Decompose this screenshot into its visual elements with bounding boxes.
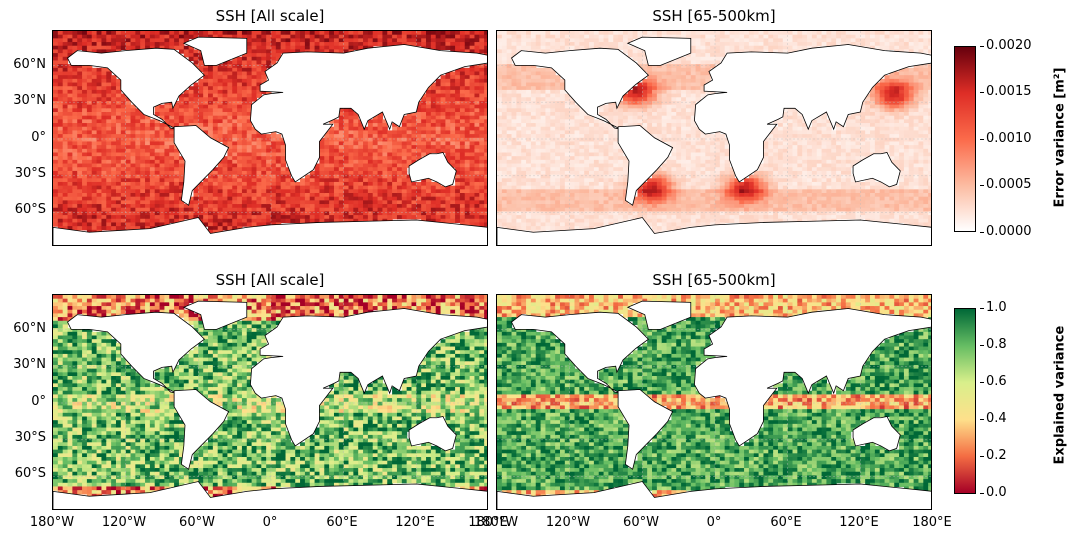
lat-tick-label: 30°S	[14, 166, 46, 181]
lon-tick-label: 120°W	[101, 515, 147, 530]
coastline	[497, 481, 931, 509]
lon-tick-label: 60°W	[179, 515, 215, 530]
coastline	[67, 311, 205, 394]
colorbar-tick-label: 0.0015	[980, 84, 1032, 99]
colorbar-tick-label: 0.0020	[980, 38, 1032, 53]
coastline	[182, 36, 248, 66]
lat-tick-label: 30°S	[14, 430, 46, 445]
colorbar-label-explained-variance: Explained variance	[1052, 325, 1068, 465]
colorbar-tick-label: 0.0010	[980, 131, 1032, 146]
panel-title-bottom-right: SSH [65-500km]	[652, 271, 776, 289]
lat-tick-label: 30°N	[13, 93, 46, 108]
coastline	[511, 47, 649, 130]
lon-tick-label: 0°	[706, 515, 722, 530]
colorbar-error-variance	[954, 46, 976, 232]
coastline	[626, 300, 692, 330]
colorbar-tick-label: 0.4	[980, 411, 1007, 426]
map-bottom-right	[496, 294, 932, 510]
lat-tick-label: 0°	[31, 394, 46, 409]
coastline	[511, 311, 649, 394]
coastline	[250, 44, 487, 183]
coastline	[250, 308, 487, 447]
coastline	[617, 125, 674, 206]
heatmap-cells	[53, 31, 487, 235]
lon-tick-label: 180°W	[29, 515, 75, 530]
coastline	[694, 44, 931, 183]
lon-tick-label: 120°E	[395, 515, 435, 530]
coastline	[182, 300, 248, 330]
lon-tick-label: 60°W	[623, 515, 659, 530]
map-top-left	[52, 30, 488, 246]
coastline	[173, 389, 230, 470]
coastline	[852, 152, 901, 188]
lat-tick-label: 0°	[31, 130, 46, 145]
colorbar-tick-label: 0.6	[980, 374, 1007, 389]
coastline	[67, 47, 205, 130]
lat-tick-label: 60°S	[14, 202, 46, 217]
colorbar-label-error-variance: Error variance [m²]	[1052, 67, 1068, 208]
coastline	[694, 308, 931, 447]
coastline	[53, 481, 487, 509]
colorbar-tick-label: 0.0	[980, 485, 1007, 500]
colorbar-tick-label: 1.0	[980, 300, 1007, 315]
heatmap-cells	[497, 295, 931, 499]
colorbar-tick-label: 0.0005	[980, 177, 1032, 192]
panel-title-bottom-left: SSH [All scale]	[215, 271, 325, 289]
coastline	[497, 217, 931, 245]
lon-tick-label: 120°W	[545, 515, 591, 530]
coastline	[408, 152, 457, 188]
colorbar-explained-variance	[954, 308, 976, 494]
coastline	[173, 125, 230, 206]
colorbar-tick-label: 0.8	[980, 337, 1007, 352]
coastline	[852, 416, 901, 452]
lat-tick-label: 60°S	[14, 466, 46, 481]
map-bottom-left	[52, 294, 488, 510]
lat-tick-label: 30°N	[13, 357, 46, 372]
coastline	[408, 416, 457, 452]
panel-title-top-right: SSH [65-500km]	[652, 7, 776, 25]
colorbar-tick-label: 0.2	[980, 448, 1007, 463]
coastline	[53, 217, 487, 245]
lon-tick-label: 180°E	[912, 515, 952, 530]
panel-title-top-left: SSH [All scale]	[215, 7, 325, 25]
coastline	[617, 389, 674, 470]
colorbar-tick-label: 0.0000	[980, 224, 1032, 239]
coastline	[626, 36, 692, 66]
lon-tick-label: 60°E	[326, 515, 358, 530]
lon-tick-label: 180°E	[468, 515, 508, 530]
lat-tick-label: 60°N	[13, 57, 46, 72]
lon-tick-label: 120°E	[839, 515, 879, 530]
lon-tick-label: 180°W	[473, 515, 519, 530]
lat-tick-label: 60°N	[13, 321, 46, 336]
lon-tick-label: 0°	[262, 515, 278, 530]
lon-tick-label: 60°E	[770, 515, 802, 530]
map-top-right	[496, 30, 932, 246]
heatmap-cells	[53, 295, 487, 499]
